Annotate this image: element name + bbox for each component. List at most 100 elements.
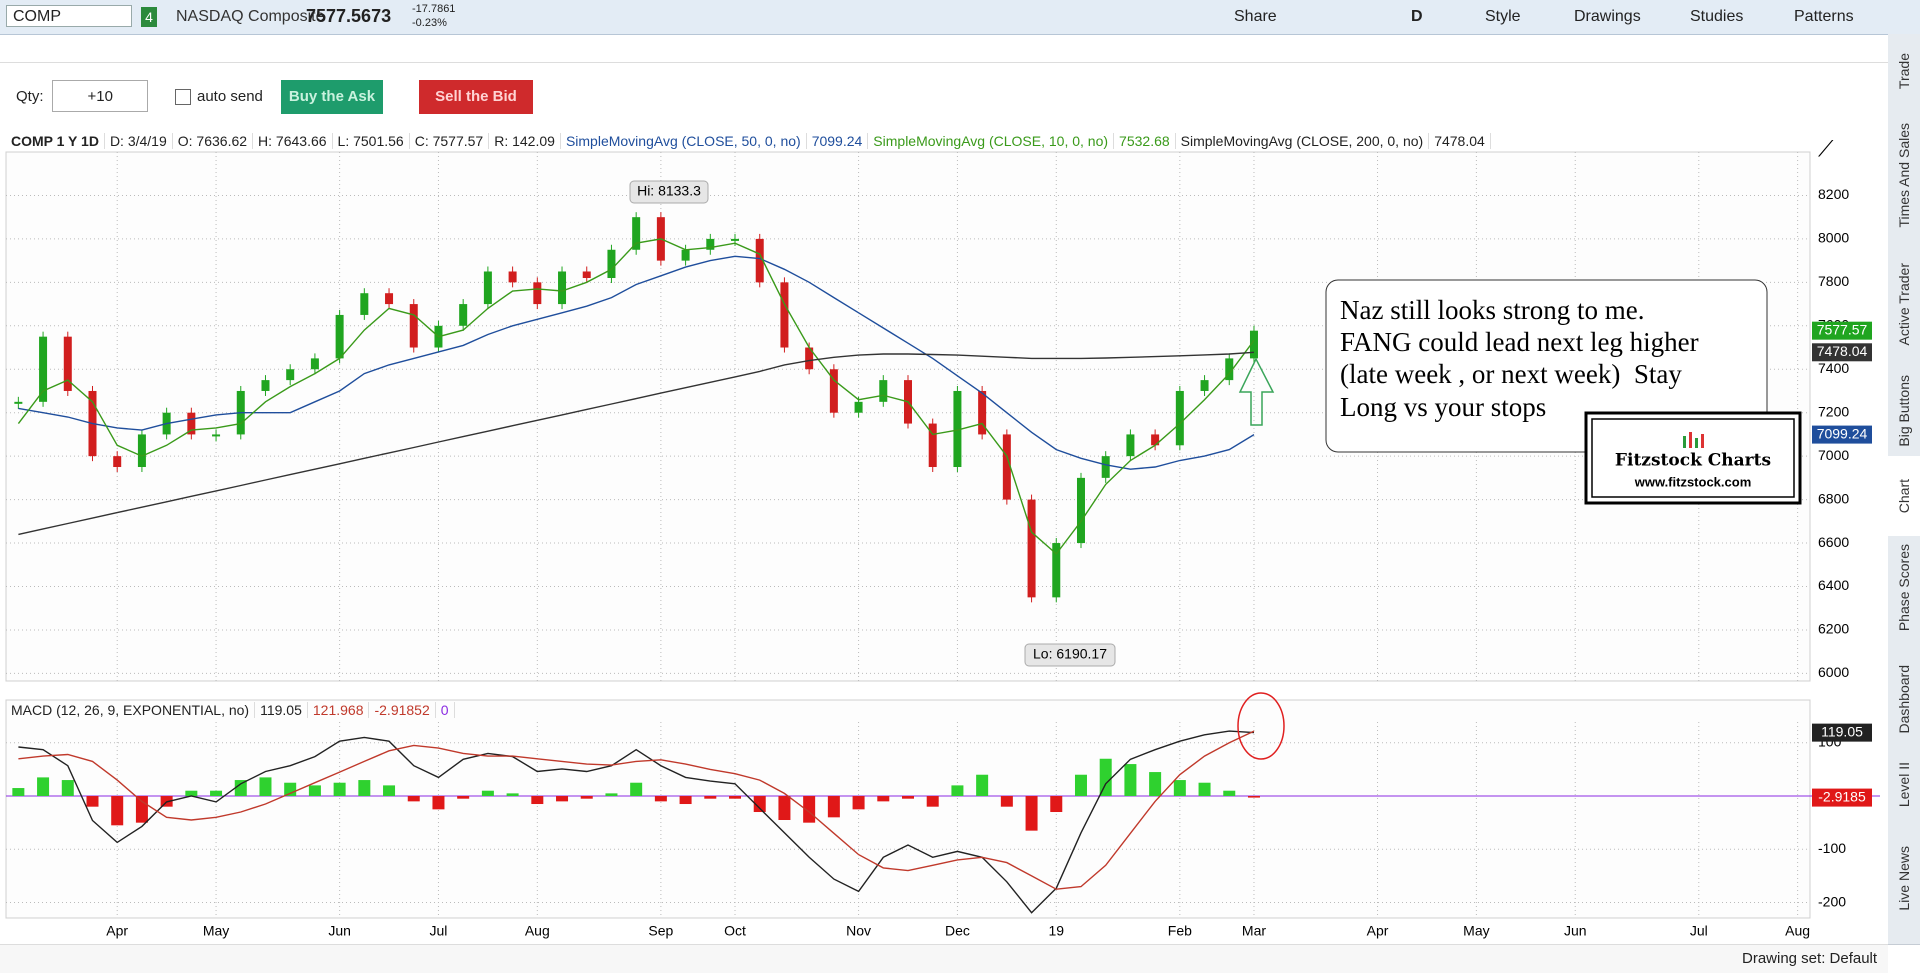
value-box-label: 7099.24 <box>1817 425 1868 441</box>
candle <box>879 380 888 402</box>
candle <box>409 304 418 348</box>
candle <box>928 423 937 468</box>
side-tab[interactable]: Live News <box>1888 812 1920 945</box>
side-tab[interactable]: Active Trader <box>1888 242 1920 367</box>
drawing-set[interactable]: Drawing set: Default <box>1742 950 1878 967</box>
candle <box>829 369 838 413</box>
y-tick-label: -200 <box>1818 893 1846 909</box>
candle <box>805 347 814 370</box>
marks: Apr May Jun Jul Aug Sep Oct Nov Dec 19 Feb Mar Apr Ma… <box>6 152 1880 939</box>
style-button[interactable]: Style <box>1485 8 1521 25</box>
subbar <box>0 35 1888 63</box>
candle <box>1101 456 1110 478</box>
high-label-box <box>629 180 709 204</box>
candle <box>1027 499 1036 598</box>
side-tab[interactable]: Trade <box>1888 34 1920 109</box>
patterns-button[interactable]: Patterns <box>1794 8 1854 25</box>
up-arrow <box>1238 357 1275 426</box>
price-header: COMP 1 Y 1D D: 3/4/19 O: 7636.62 H: 7643… <box>6 130 1491 152</box>
low-label-box <box>1024 643 1116 667</box>
value-box <box>1812 321 1872 340</box>
y-tick-label: 6000 <box>1818 664 1849 680</box>
x-tick-label: Nov <box>846 923 871 939</box>
x-tick-label: Apr <box>106 923 128 939</box>
histogram-bar <box>1149 772 1162 797</box>
side-tab[interactable]: Chart <box>1888 456 1920 537</box>
histogram-bar <box>333 782 346 797</box>
study-name: SimpleMovingAvg (CLOSE, 10, 0, no) <box>868 133 1115 149</box>
histogram-bar <box>778 796 791 820</box>
side-tab[interactable]: Times And Sales <box>1888 108 1920 243</box>
side-tab-label: Active Trader <box>1896 262 1912 346</box>
histogram-bar <box>111 796 124 826</box>
header-low: L: 7501.56 <box>333 133 410 149</box>
histogram-bar <box>61 780 74 797</box>
study-value: 7478.04 <box>1429 133 1491 149</box>
value-box <box>1812 723 1872 742</box>
low-label: Lo: 6190.17 <box>1033 646 1107 662</box>
x-tick-label: Jun <box>1564 923 1587 939</box>
candle <box>755 238 764 283</box>
link-group[interactable]: 4 <box>141 7 157 27</box>
histogram-bar <box>679 796 692 805</box>
candle <box>632 217 641 250</box>
histogram-bar <box>1099 758 1112 797</box>
histogram-bar <box>308 785 321 797</box>
side-tab-label: Trade <box>1896 52 1912 90</box>
histogram-bar <box>37 777 50 797</box>
value-box <box>1812 343 1872 362</box>
candle <box>310 358 319 370</box>
qty-input[interactable]: +10 <box>52 80 148 112</box>
histogram-bar <box>12 788 25 797</box>
side-tab-label: Level II <box>1896 762 1912 808</box>
histogram-bar <box>580 796 593 799</box>
macd-diff: -2.91852 <box>369 702 436 718</box>
drawings-button[interactable]: Drawings <box>1574 8 1641 25</box>
logo-url: www.fitzstock.com <box>1634 474 1752 489</box>
candle <box>1052 543 1061 598</box>
aggregation-button[interactable]: D <box>1411 8 1423 25</box>
qty-label: Qty: <box>16 88 44 105</box>
pct-change: -0.23% <box>412 17 447 29</box>
side-tab[interactable]: Level II <box>1888 758 1920 813</box>
y-tick-label: 8200 <box>1818 186 1849 202</box>
histogram-bar <box>753 796 766 813</box>
series-line <box>18 730 1255 890</box>
x-tick-label: Apr <box>1367 923 1389 939</box>
value-box-label: 7577.57 <box>1817 321 1868 337</box>
note-line: FANG could lead next leg higher <box>1340 327 1699 357</box>
histogram-bar <box>630 782 643 797</box>
histogram-bar <box>729 796 742 799</box>
sell-button[interactable]: Sell the Bid <box>419 80 533 114</box>
candle <box>360 293 369 315</box>
side-tab[interactable]: Phase Scores <box>1888 536 1920 641</box>
candle <box>1225 358 1234 381</box>
histogram-bar <box>827 796 840 818</box>
x-tick-label: Aug <box>1785 923 1810 939</box>
y-tick-label: 7200 <box>1818 403 1849 419</box>
studies-button[interactable]: Studies <box>1690 8 1744 25</box>
series-line <box>18 255 1255 470</box>
symbol-box[interactable]: COMP <box>6 5 132 27</box>
side-tab[interactable]: Dashboard <box>1888 640 1920 759</box>
y-tick-label: 8000 <box>1818 230 1849 246</box>
series-line <box>17 238 1255 555</box>
buy-button[interactable]: Buy the Ask <box>281 80 383 114</box>
side-tab-label: Chart <box>1896 478 1912 514</box>
share-button[interactable]: Share <box>1234 8 1277 25</box>
auto-send-checkbox[interactable] <box>175 89 191 105</box>
histogram-bar <box>506 793 519 797</box>
histogram-bar <box>556 796 569 802</box>
candle <box>854 401 863 413</box>
description: NASDAQ Composite <box>176 8 325 25</box>
side-tab-label: Big Buttons <box>1896 375 1912 447</box>
y-tick-label: 6800 <box>1818 490 1849 506</box>
histogram-bar <box>1074 774 1087 797</box>
side-tab[interactable]: Big Buttons <box>1888 366 1920 457</box>
draw-tool-icon[interactable]: ⟋ <box>1818 136 1834 161</box>
histogram-bar <box>210 790 223 797</box>
histogram-bar <box>234 780 247 797</box>
study-name: SimpleMovingAvg (CLOSE, 50, 0, no) <box>561 133 807 149</box>
histogram-bar <box>704 796 717 799</box>
candle <box>731 238 740 241</box>
